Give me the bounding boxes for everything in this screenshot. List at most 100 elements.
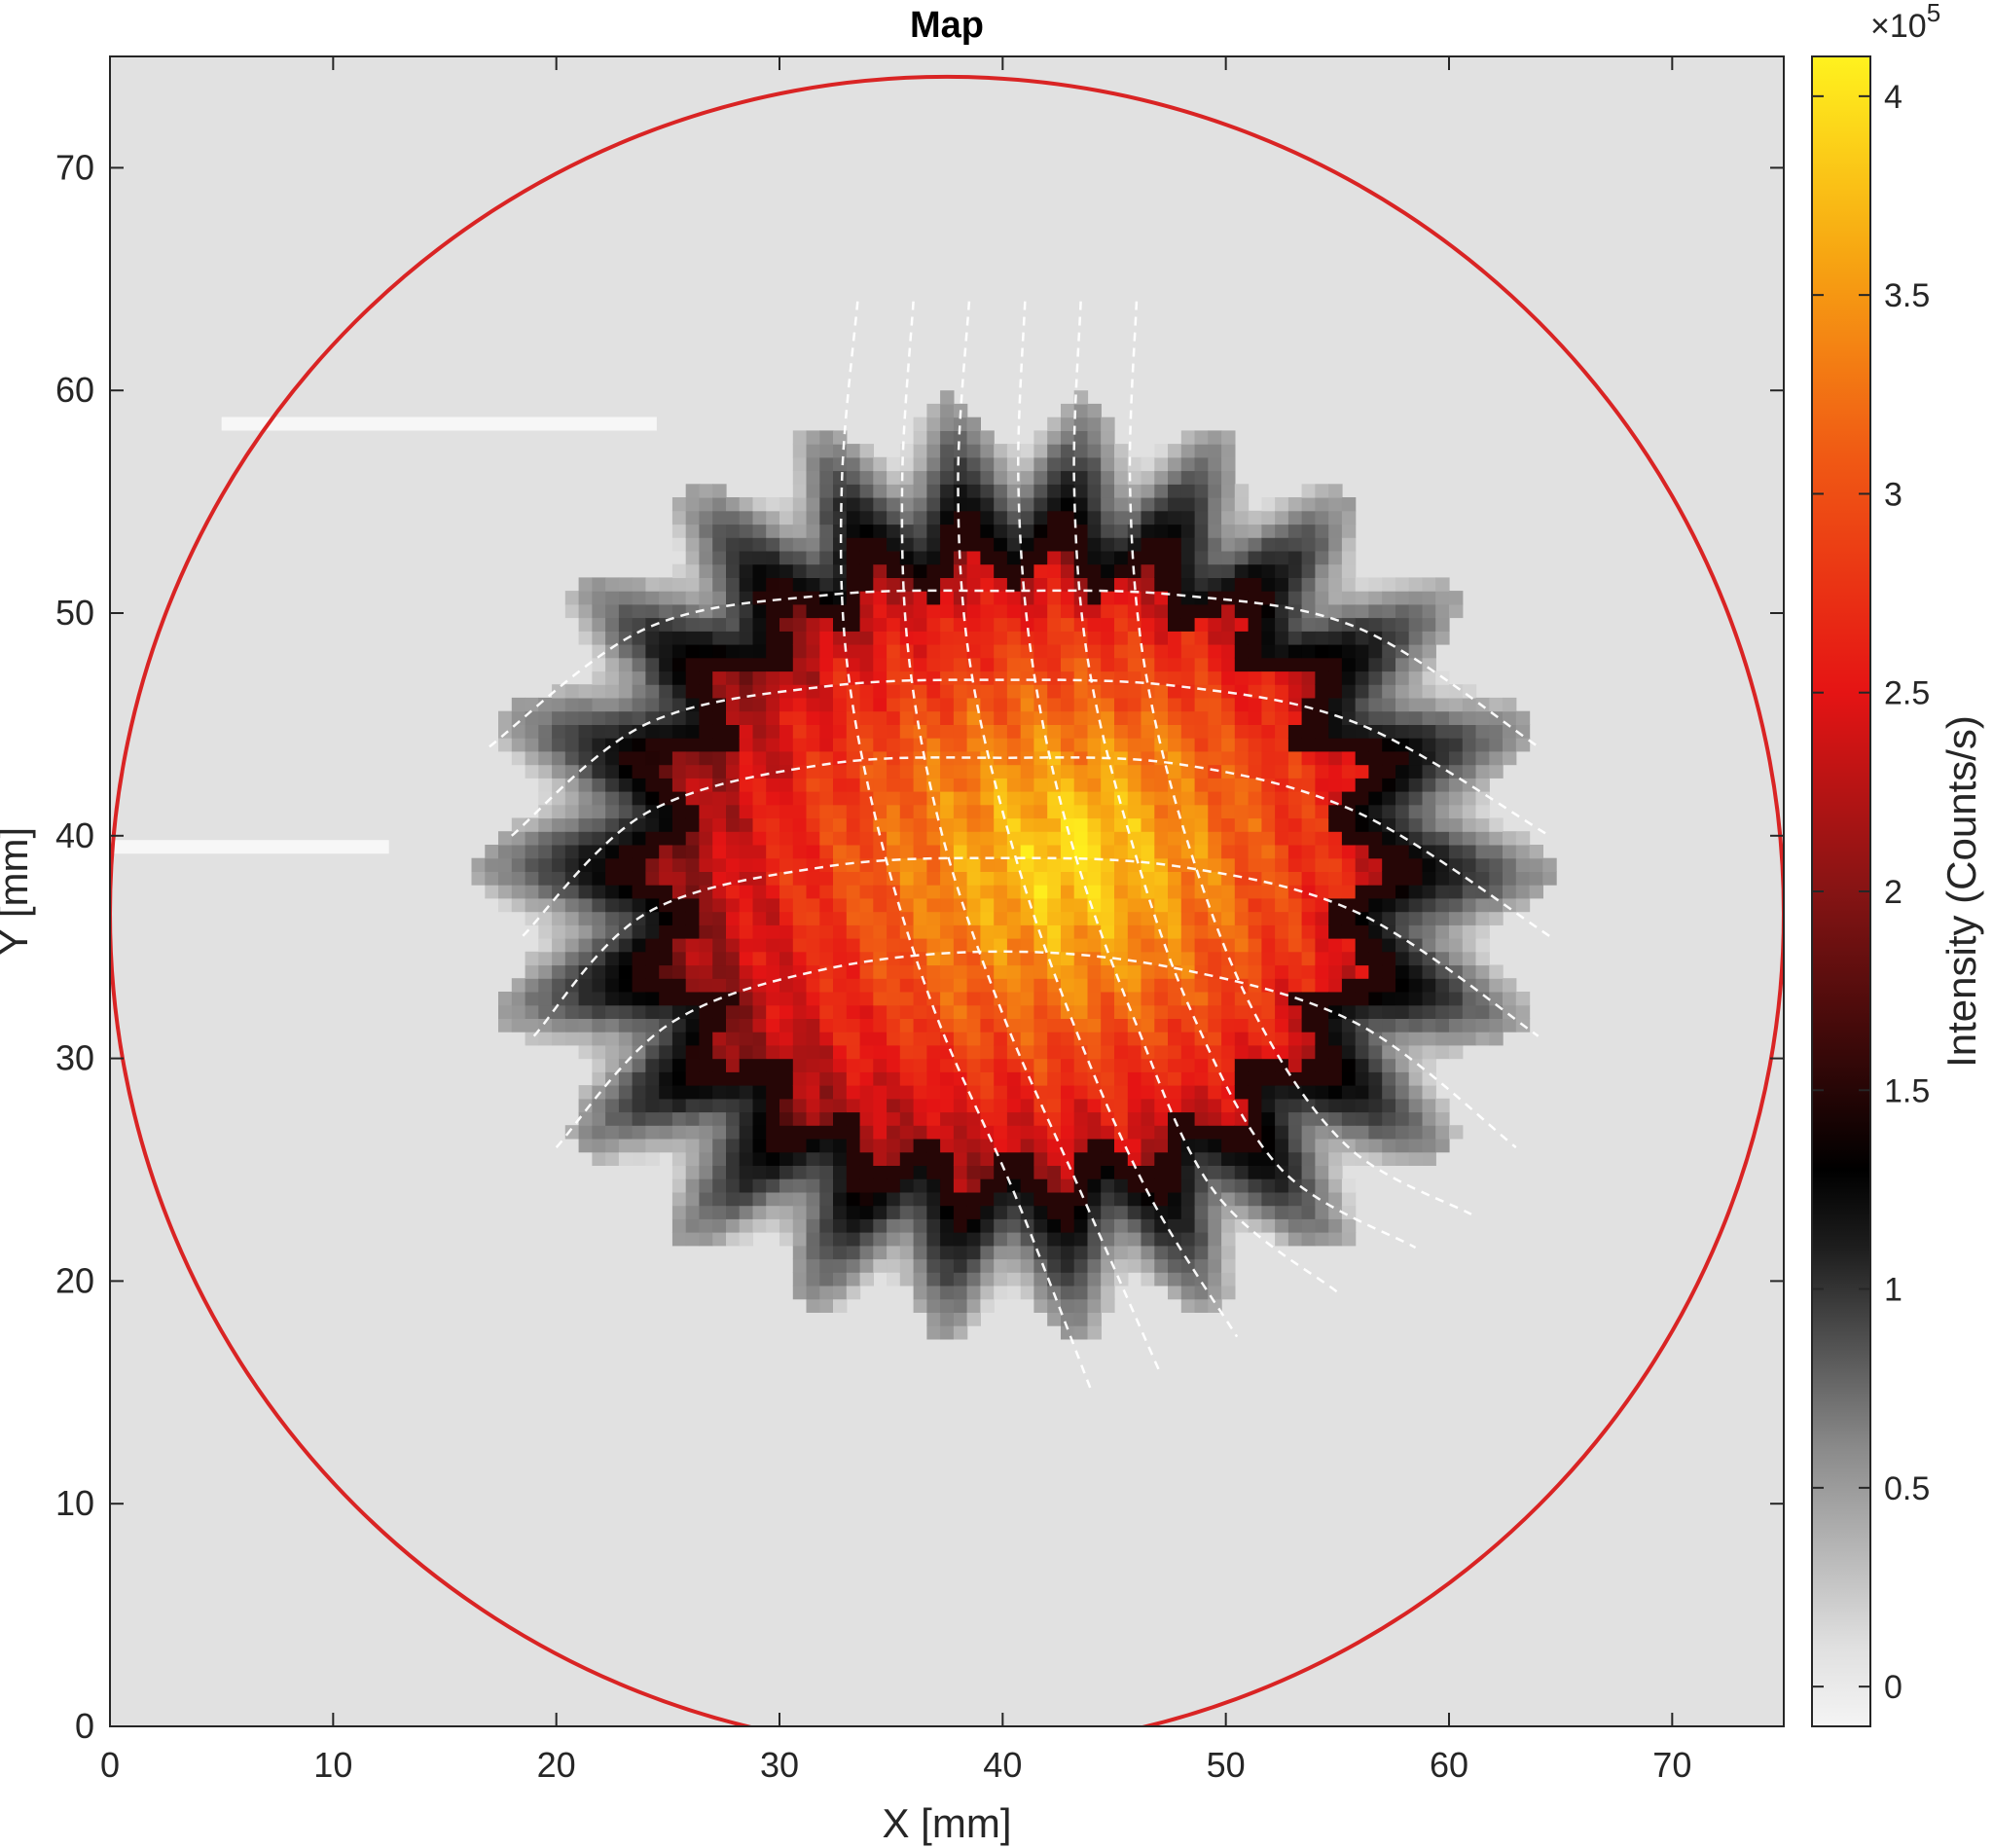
- heatmap-cell: [1248, 764, 1262, 779]
- heatmap-cell: [1234, 992, 1250, 1006]
- heatmap-cell: [1047, 1245, 1062, 1260]
- heatmap-cell: [779, 710, 794, 725]
- heatmap-cell: [1221, 470, 1236, 485]
- heatmap-cell: [833, 992, 848, 1006]
- heatmap-cell: [618, 871, 634, 886]
- heatmap-cell: [1301, 1032, 1316, 1046]
- heatmap-cell: [1261, 750, 1276, 766]
- heatmap-cell: [1234, 524, 1250, 538]
- heatmap-cell: [1006, 577, 1022, 592]
- heatmap-cell: [1275, 911, 1289, 925]
- heatmap-cell: [859, 550, 874, 565]
- heatmap-cell: [1328, 670, 1343, 685]
- heatmap-cell: [699, 591, 713, 605]
- heatmap-cell: [1301, 631, 1316, 645]
- heatmap-cell: [1449, 978, 1464, 993]
- heatmap-cell: [1033, 563, 1048, 578]
- heatmap-cell: [592, 1018, 606, 1033]
- heatmap-cell: [926, 857, 941, 872]
- heatmap-cell: [980, 897, 995, 913]
- heatmap-cell: [833, 845, 848, 859]
- heatmap-cell: [1141, 537, 1155, 552]
- heatmap-cell: [1275, 577, 1289, 592]
- heatmap-cell: [953, 484, 968, 498]
- heatmap-cell: [1382, 1125, 1396, 1140]
- heatmap-cell: [1061, 724, 1075, 739]
- heatmap-cell: [1221, 738, 1236, 752]
- heatmap-cell: [1208, 951, 1222, 966]
- heatmap-cell: [752, 1098, 767, 1113]
- heatmap-cell: [1006, 1085, 1022, 1100]
- heatmap-cell: [1382, 657, 1396, 672]
- heatmap-cell: [1154, 1018, 1169, 1033]
- heatmap-cell: [1275, 1018, 1289, 1033]
- heatmap-cell: [1261, 897, 1276, 913]
- heatmap-cell: [1382, 911, 1396, 925]
- heatmap-cell: [645, 1058, 660, 1072]
- heatmap-cell: [1234, 1018, 1250, 1033]
- heatmap-cell: [645, 764, 660, 779]
- heatmap-cell: [659, 631, 673, 645]
- heatmap-cell: [1154, 1165, 1169, 1179]
- heatmap-cell: [1328, 1218, 1343, 1233]
- heatmap-cell: [1154, 871, 1169, 886]
- heatmap-cell: [1301, 857, 1316, 872]
- heatmap-cell: [1301, 951, 1316, 966]
- heatmap-cell: [966, 791, 981, 806]
- heatmap-cell: [766, 992, 780, 1006]
- heatmap-cell: [887, 497, 901, 512]
- heatmap-cell: [966, 1032, 981, 1046]
- heatmap-cell: [1315, 1098, 1329, 1113]
- heatmap-cell: [1395, 857, 1410, 872]
- heatmap-cell: [726, 857, 741, 872]
- heatmap-cell: [605, 697, 620, 712]
- heatmap-cell: [1435, 1098, 1450, 1113]
- heatmap-cell: [1061, 1165, 1075, 1179]
- heatmap-cell: [564, 938, 580, 953]
- heatmap-cell: [1208, 804, 1222, 819]
- heatmap-cell: [887, 1111, 901, 1126]
- heatmap-cell: [1315, 911, 1329, 925]
- heatmap-cell: [1355, 1032, 1370, 1046]
- heatmap-cell: [1141, 484, 1155, 498]
- heatmap-cell: [926, 1111, 941, 1126]
- heatmap-cell: [1221, 563, 1236, 578]
- heatmap-cell: [1047, 964, 1062, 979]
- heatmap-cell: [994, 444, 1008, 458]
- heatmap-cell: [1315, 644, 1329, 659]
- heatmap-cell: [1462, 750, 1477, 766]
- heatmap-cell: [1395, 885, 1410, 899]
- heatmap-cell: [994, 1245, 1008, 1260]
- heatmap-cell: [1114, 603, 1129, 619]
- heatmap-cell: [632, 764, 646, 779]
- heatmap-cell: [1261, 644, 1276, 659]
- heatmap-cell: [1154, 1218, 1169, 1233]
- heatmap-cell: [926, 577, 941, 592]
- heatmap-cell: [1408, 631, 1424, 645]
- heatmap-cell: [1328, 1151, 1343, 1166]
- heatmap-cell: [792, 470, 808, 485]
- heatmap-cell: [1355, 577, 1370, 592]
- heatmap-cell: [1261, 550, 1276, 565]
- heatmap-cell: [980, 1071, 995, 1086]
- heatmap-cell: [578, 577, 593, 592]
- heatmap-cell: [887, 1044, 901, 1060]
- heatmap-cell: [953, 1004, 968, 1019]
- heatmap-cell: [779, 1151, 794, 1166]
- heatmap-cell: [1368, 1151, 1383, 1166]
- heatmap-cell: [1154, 670, 1169, 685]
- heatmap-cell: [1020, 831, 1035, 846]
- heatmap-cell: [766, 938, 780, 953]
- heatmap-cell: [1127, 817, 1142, 832]
- heatmap-cell: [1006, 817, 1022, 832]
- heatmap-cell: [1462, 817, 1477, 832]
- heatmap-cell: [913, 1286, 927, 1300]
- heatmap-cell: [671, 684, 687, 699]
- heatmap-cell: [859, 845, 874, 859]
- heatmap-cell: [632, 1098, 646, 1113]
- heatmap-cell: [1073, 1325, 1089, 1340]
- heatmap-cell: [525, 885, 539, 899]
- heatmap-cell: [792, 778, 808, 792]
- heatmap-cell: [966, 1058, 981, 1072]
- heatmap-cell: [1248, 938, 1262, 953]
